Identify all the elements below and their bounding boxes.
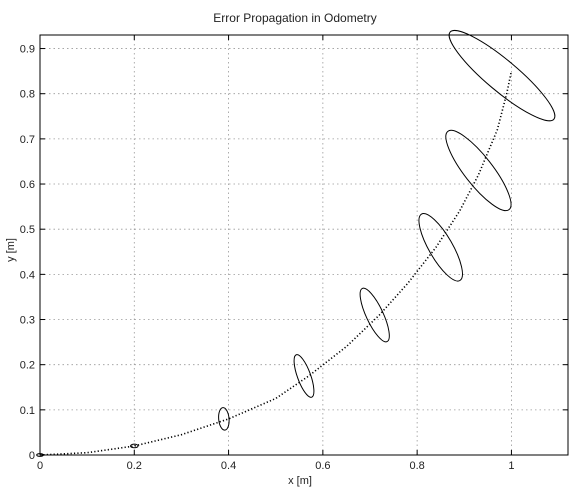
x-tick-label: 1 [508, 460, 514, 472]
axis-ticks: 0 0.2 0.4 0.6 0.8 1 0 0.1 0.2 0.3 0.4 0.5 0.6 0.7 0.8 0… [20, 35, 568, 472]
uncertainty-ellipse [418, 212, 463, 282]
x-tick-label: 0 [37, 460, 43, 472]
uncertainty-ellipse [218, 407, 230, 431]
uncertainty-ellipse [448, 30, 556, 122]
y-tick-label: 0.3 [20, 315, 35, 327]
uncertainty-ellipse [130, 443, 139, 449]
y-tick-label: 0.4 [20, 269, 35, 281]
axes-box [39, 34, 569, 456]
uncertainty-ellipse [445, 129, 512, 212]
y-tick-label: 0.6 [20, 179, 35, 191]
plot-content [36, 30, 556, 457]
y-tick-label: 0 [29, 450, 35, 462]
y-tick-label: 0.5 [20, 224, 35, 236]
y-tick-label: 0.8 [20, 89, 35, 101]
x-tick-label: 0.6 [315, 460, 330, 472]
x-tick-label: 0.4 [221, 460, 236, 472]
x-tick-label: 0.8 [409, 460, 424, 472]
uncertainty-ellipse [359, 287, 390, 343]
y-tick-label: 0.2 [20, 360, 35, 372]
chart-title: Error Propagation in Odometry [213, 11, 376, 25]
trajectory-line [39, 70, 513, 456]
uncertainty-ellipse [293, 354, 315, 398]
y-tick-label: 0.7 [20, 134, 35, 146]
grid-lines [40, 35, 568, 455]
x-tick-label: 0.2 [127, 460, 142, 472]
y-tick-label: 0.1 [20, 405, 35, 417]
y-tick-label: 0.9 [20, 44, 35, 56]
x-axis-label: x [m] [288, 475, 312, 487]
y-axis-label: y [m] [5, 238, 17, 262]
